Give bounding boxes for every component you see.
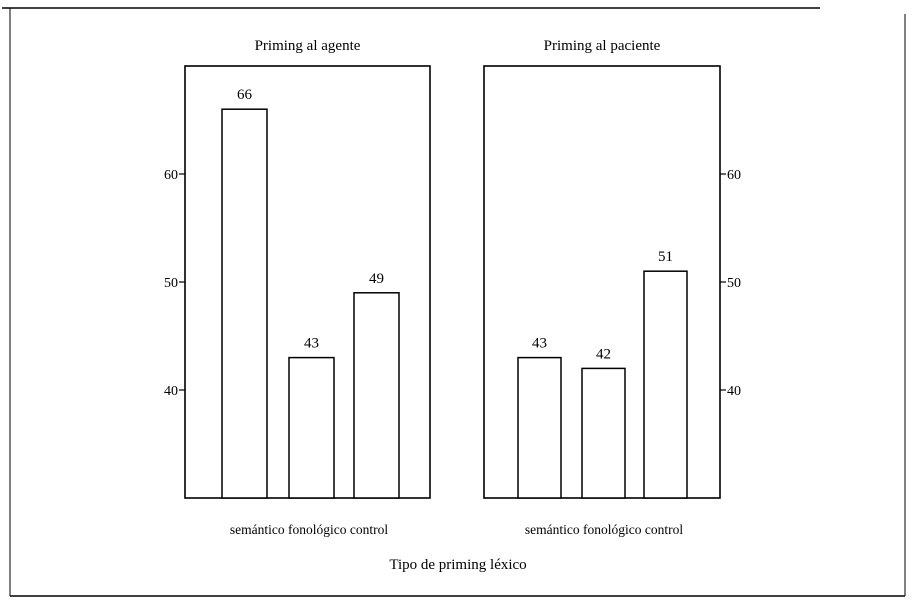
x-axis-title: Tipo de priming léxico: [389, 557, 526, 573]
panel-1: Priming al agente 40 50 60 66 43 49 semántico f…: [164, 38, 431, 537]
y-tick-label: 40: [164, 384, 178, 399]
chart-panels: Priming al agente 40 50 60 66 43 49 semántico f…: [164, 38, 741, 537]
bar-control: [353, 292, 400, 499]
y-tick-label: 60: [164, 168, 178, 183]
bar-value-label: 49: [369, 271, 384, 287]
y-tick-label: 40: [727, 384, 741, 399]
bar-value-label: 42: [596, 346, 611, 362]
y-tick-label: 50: [164, 276, 178, 291]
bar-value-label: 66: [237, 87, 253, 103]
category-labels: semántico fonológico control: [230, 522, 388, 537]
y-tick-label: 60: [727, 168, 741, 183]
category-labels: semántico fonológico control: [525, 522, 683, 537]
panel-2: Priming al paciente 40 50 60 43 42 51 semántico…: [483, 38, 741, 537]
bar-semántico: [221, 108, 268, 499]
bar-control: [643, 270, 688, 499]
figure-border: [2, 7, 906, 597]
bar-fonológico: [288, 356, 335, 499]
bar-value-label: 43: [304, 336, 319, 352]
panel-title: Priming al agente: [255, 38, 361, 54]
panel-title: Priming al paciente: [544, 38, 661, 54]
bar-value-label: 43: [532, 336, 547, 352]
bar-semántico: [517, 356, 562, 499]
bar-fonológico: [581, 367, 626, 499]
bar-value-label: 51: [658, 249, 673, 265]
y-tick-label: 50: [727, 276, 741, 291]
